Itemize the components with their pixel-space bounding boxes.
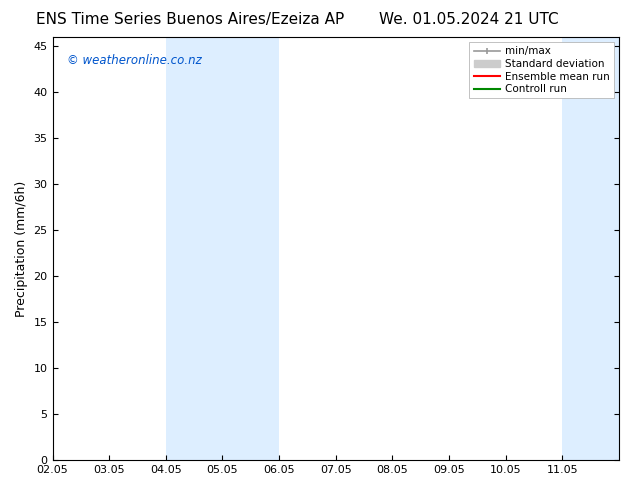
Y-axis label: Precipitation (mm/6h): Precipitation (mm/6h) [15, 180, 28, 317]
Text: ENS Time Series Buenos Aires/Ezeiza AP: ENS Time Series Buenos Aires/Ezeiza AP [36, 12, 344, 27]
Text: We. 01.05.2024 21 UTC: We. 01.05.2024 21 UTC [379, 12, 559, 27]
Bar [166, 37, 279, 460]
Text: © weatheronline.co.nz: © weatheronline.co.nz [67, 54, 202, 67]
Legend: min/max, Standard deviation, Ensemble mean run, Controll run: min/max, Standard deviation, Ensemble me… [469, 42, 614, 98]
Bar [562, 37, 619, 460]
